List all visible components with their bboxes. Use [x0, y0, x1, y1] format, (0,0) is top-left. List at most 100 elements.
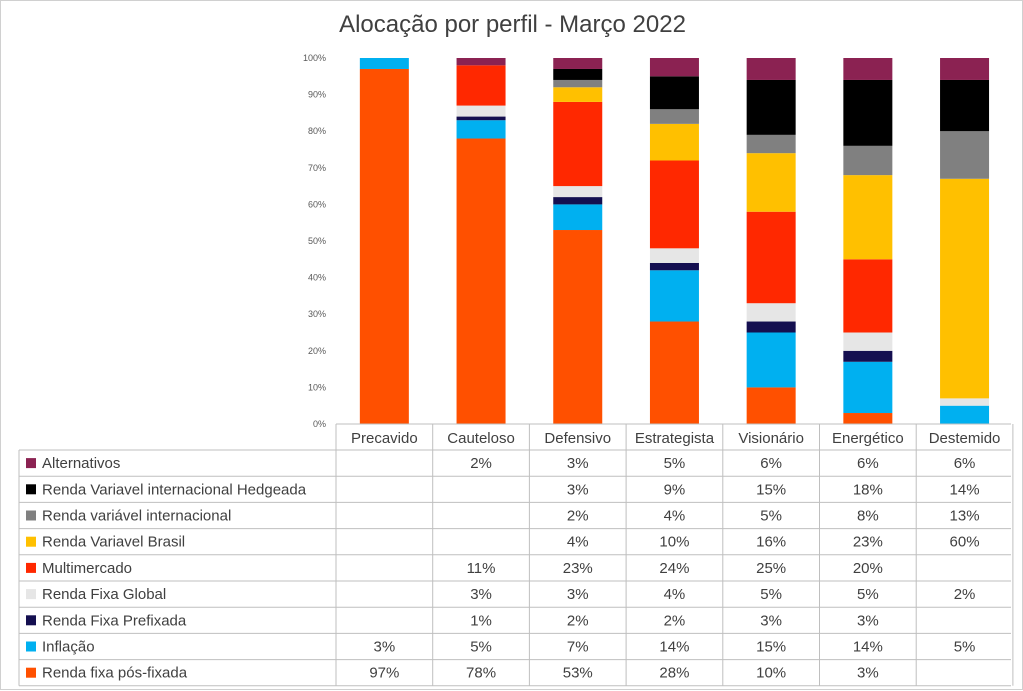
bar-segment	[843, 79, 893, 146]
bar-segment	[843, 361, 893, 414]
bar-segment	[456, 65, 506, 106]
legend-key	[26, 667, 36, 678]
data-label: 18%	[853, 481, 883, 498]
category-label: Visionário	[738, 430, 804, 447]
y-tick-label: 100%	[303, 53, 326, 63]
data-label: 25%	[756, 560, 786, 577]
data-label: 10%	[659, 534, 689, 551]
category-label: Cauteloso	[447, 430, 515, 447]
bar-segment	[940, 131, 990, 179]
data-label: 3%	[857, 612, 879, 629]
data-label: 4%	[664, 586, 686, 603]
legend-label: Multimercado	[42, 560, 132, 577]
y-tick-label: 0%	[313, 419, 326, 429]
data-label: 14%	[950, 481, 980, 498]
data-label: 3%	[567, 455, 589, 472]
data-label: 5%	[470, 639, 492, 656]
bar-segment	[843, 145, 893, 176]
bar-segment	[940, 405, 990, 424]
bar-segment	[456, 138, 506, 424]
category-label: Defensivo	[544, 430, 611, 447]
legend-key	[26, 641, 36, 652]
data-label: 5%	[857, 586, 879, 603]
bar-segment	[649, 248, 699, 263]
bar-segment	[746, 321, 796, 333]
bar-segment	[649, 76, 699, 110]
category-label: Estrategista	[635, 430, 715, 447]
bar-segment	[553, 87, 603, 102]
legend-key	[26, 536, 36, 547]
data-label: 2%	[470, 455, 492, 472]
data-label: 2%	[954, 586, 976, 603]
bar-segment	[649, 160, 699, 249]
legend-label: Renda Fixa Global	[42, 586, 166, 603]
data-label: 3%	[567, 586, 589, 603]
bar-segment	[553, 197, 603, 205]
legend-label: Renda Variavel internacional Hedgeada	[42, 481, 307, 498]
legend-label: Renda fixa pós-fixada	[42, 665, 188, 682]
bar-segment	[843, 259, 893, 333]
data-label: 8%	[857, 508, 879, 525]
bar-segment	[649, 270, 699, 322]
data-label: 97%	[369, 665, 399, 682]
data-label: 14%	[853, 639, 883, 656]
data-label: 3%	[567, 481, 589, 498]
data-label: 23%	[563, 560, 593, 577]
y-tick-label: 60%	[308, 199, 326, 209]
data-label: 20%	[853, 560, 883, 577]
legend-key	[26, 562, 36, 573]
category-label: Energético	[832, 430, 904, 447]
legend-key	[26, 510, 36, 521]
data-label: 14%	[659, 639, 689, 656]
data-label: 4%	[567, 534, 589, 551]
data-label: 53%	[563, 665, 593, 682]
bar-segment	[746, 134, 796, 154]
bar-segment	[746, 211, 796, 304]
legend-label: Alternativos	[42, 455, 120, 472]
data-label: 15%	[756, 481, 786, 498]
data-label: 5%	[664, 455, 686, 472]
legend-label: Renda Variavel Brasil	[42, 534, 185, 551]
data-label: 5%	[760, 586, 782, 603]
bar-segment	[746, 387, 796, 424]
data-label: 28%	[659, 665, 689, 682]
data-label: 24%	[659, 560, 689, 577]
bar-segment	[843, 175, 893, 260]
bar-segment	[940, 58, 990, 80]
bar-segment	[843, 350, 893, 362]
data-label: 11%	[467, 560, 496, 577]
bar-segment	[553, 101, 603, 187]
bar-segment	[649, 321, 699, 424]
bar-segment	[359, 58, 409, 69]
data-label: 60%	[950, 534, 980, 551]
data-label: 3%	[760, 612, 782, 629]
y-tick-label: 20%	[308, 346, 326, 356]
data-label: 6%	[954, 455, 976, 472]
legend-label: Inflação	[42, 639, 95, 656]
data-label: 7%	[567, 639, 589, 656]
bar-segment	[746, 153, 796, 212]
legend-label: Renda Fixa Prefixada	[42, 612, 187, 629]
data-label: 13%	[950, 508, 980, 525]
bar-segment	[843, 58, 893, 80]
bar-segment	[746, 58, 796, 80]
bar-segment	[746, 79, 796, 135]
bar-segment	[553, 79, 603, 88]
data-label: 3%	[857, 665, 879, 682]
y-tick-label: 30%	[308, 309, 326, 319]
data-label: 6%	[857, 455, 879, 472]
data-label: 3%	[470, 586, 492, 603]
bar-segment	[553, 186, 603, 198]
data-label: 6%	[760, 455, 782, 472]
legend-key	[26, 589, 36, 600]
data-label: 5%	[954, 639, 976, 656]
data-label: 15%	[756, 639, 786, 656]
data-label: 2%	[567, 508, 589, 525]
bar-segment	[553, 230, 603, 424]
data-label: 10%	[756, 665, 786, 682]
data-label: 78%	[466, 665, 496, 682]
y-tick-label: 40%	[308, 273, 326, 283]
chart-title: Alocação por perfil - Março 2022	[339, 11, 686, 38]
